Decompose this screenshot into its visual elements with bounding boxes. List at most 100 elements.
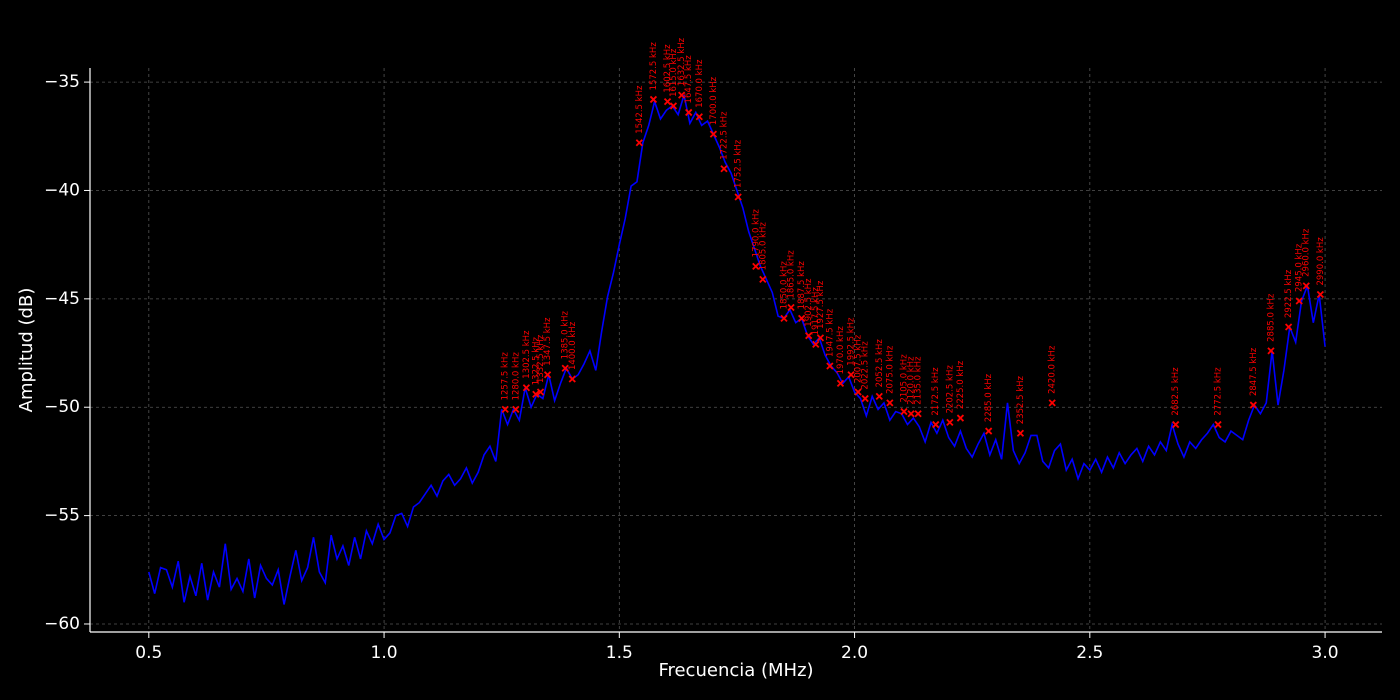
peak-marker [501, 405, 509, 414]
peak-label: 2885.0 kHz [1266, 293, 1276, 342]
peak-label: 1850.0 kHz [779, 261, 789, 310]
peak-label: 1602.5 kHz [663, 44, 673, 93]
peak-label: 2052.5 kHz [875, 339, 885, 388]
peak-label: 2847.5 kHz [1249, 347, 1259, 396]
peak-marker [568, 375, 576, 383]
peak-label: 1887.5 kHz [797, 261, 807, 310]
x-tick-label: 2.5 [1076, 643, 1103, 663]
peak-marker [512, 405, 520, 414]
peak-label: 1992.5 kHz [847, 317, 857, 366]
peak-marker [1172, 420, 1180, 429]
peak-marker [787, 303, 795, 312]
peak-marker [946, 418, 954, 427]
peak-label: 1917.5 kHz [811, 287, 821, 336]
y-tick-label: −45 [44, 289, 80, 309]
peak-marker [826, 362, 834, 370]
peak-marker [1316, 290, 1324, 299]
peak-label: 2007.5 kHz [854, 334, 864, 383]
peak-label: 2420.0 kHz [1048, 345, 1058, 394]
peak-label: 2075.0 kHz [885, 345, 895, 394]
peak-marker [1214, 420, 1222, 429]
peak-label: 1615.0 kHz [669, 48, 679, 97]
peak-marker [734, 193, 742, 201]
peak-marker [669, 102, 678, 110]
peak-marker [875, 392, 883, 401]
peak-marker [907, 410, 915, 418]
peak-marker [847, 371, 855, 379]
peak-label: 1322.5 kHz [531, 336, 541, 385]
peak-label: 2135.0 kHz [914, 356, 924, 405]
peak-label: 2202.5 kHz [945, 365, 955, 414]
peak-marker [1016, 429, 1025, 437]
peak-marker [914, 410, 922, 418]
y-axis-label: Amplitud (dB) [16, 288, 37, 413]
peak-marker [1295, 297, 1303, 305]
peak-marker [900, 407, 908, 416]
peak-label: 2945.0 kHz [1295, 243, 1305, 292]
peak-marker [1249, 401, 1257, 409]
peak-label: 1332.5 kHz [536, 334, 546, 383]
peak-label: 1805.0 kHz [758, 222, 768, 271]
peak-label: 2022.5 kHz [861, 341, 871, 390]
peak-marker [854, 388, 862, 396]
peak-label: 2285.0 kHz [984, 373, 994, 422]
peak-label: 1927.5 kHz [816, 280, 826, 329]
peak-marker [678, 91, 686, 99]
peak-marker [956, 414, 965, 422]
peak-marker [663, 97, 672, 106]
y-tick-label: −50 [44, 397, 80, 417]
peak-label: 1752.5 kHz [734, 139, 744, 188]
peak-marker [932, 420, 940, 429]
peak-marker [561, 364, 569, 372]
peak-label: 1947.5 kHz [825, 308, 835, 357]
peak-marker [536, 388, 545, 396]
x-axis-label: Frecuencia (MHz) [658, 660, 813, 681]
peak-label: 2105.0 kHz [899, 354, 909, 403]
peak-label: 2922.5 kHz [1284, 269, 1294, 318]
peak-label: 2172.5 kHz [931, 367, 941, 416]
peak-label: 1347.5 kHz [543, 317, 553, 366]
peak-marker [720, 165, 728, 173]
peak-label: 1902.5 kHz [804, 278, 814, 327]
peak-label: 1385.0 kHz [561, 310, 571, 359]
peak-marker [812, 340, 820, 349]
x-tick-label: 0.5 [135, 643, 162, 663]
peak-marker [759, 275, 767, 283]
peak-marker [649, 95, 658, 104]
peak-marker [797, 314, 806, 322]
y-tick-label: −60 [44, 614, 80, 634]
peak-marker [543, 371, 552, 379]
peak-marker [1302, 282, 1310, 290]
peak-label: 2225.0 kHz [956, 360, 966, 409]
peak-marker [522, 384, 531, 392]
peak-marker [985, 427, 993, 435]
peak-label: 1970.0 kHz [836, 326, 846, 375]
peak-label: 1865.0 kHz [787, 250, 797, 299]
peak-label: 1400.0 kHz [568, 321, 578, 370]
peak-marker [1284, 323, 1293, 331]
peak-label: 2120.0 kHz [907, 356, 917, 405]
peak-label: 1542.5 kHz [635, 85, 645, 134]
peak-marker [709, 130, 718, 138]
peak-marker [695, 113, 703, 121]
peak-label: 2960.0 kHz [1302, 228, 1312, 277]
peak-label: 1722.5 kHz [720, 111, 730, 160]
peak-label: 2772.5 kHz [1214, 367, 1224, 416]
peak-marker [780, 314, 788, 322]
peak-label: 2990.0 kHz [1316, 237, 1326, 286]
peak-marker [805, 332, 813, 340]
peak-label: 1257.5 kHz [501, 352, 511, 401]
x-tick-label: 1.5 [606, 643, 633, 663]
peak-label: 2352.5 kHz [1016, 375, 1026, 424]
x-tick-label: 1.0 [371, 643, 398, 663]
peak-label: 1670.0 kHz [695, 59, 705, 108]
peak-label: 1647.5 kHz [684, 55, 694, 104]
spectrum-line [148, 94, 1326, 605]
peak-label: 1700.0 kHz [709, 76, 719, 125]
peak-marker [635, 139, 643, 147]
y-tick-label: −35 [44, 72, 80, 92]
peak-marker [685, 108, 693, 117]
x-tick-label: 3.0 [1312, 643, 1339, 663]
